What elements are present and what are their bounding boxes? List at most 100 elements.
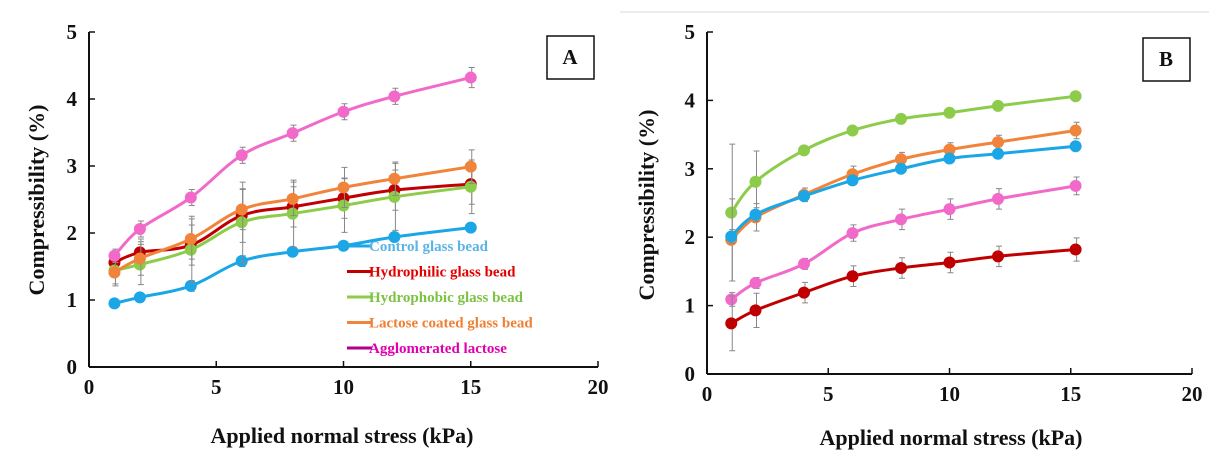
data-point <box>1069 179 1082 192</box>
data-point <box>895 153 907 166</box>
data-point <box>388 190 401 203</box>
series-control-b <box>725 140 1082 244</box>
data-point <box>992 99 1004 112</box>
data-point <box>235 216 248 229</box>
series-hydrophobic-b <box>725 90 1082 282</box>
series-line <box>113 76 472 257</box>
data-point <box>108 297 121 310</box>
legend-item: Control glass bead <box>347 239 489 255</box>
data-point <box>184 233 197 246</box>
data-point <box>388 90 401 103</box>
x-tick-label: 5 <box>823 382 834 406</box>
y-tick-label: 2 <box>67 221 78 245</box>
data-point <box>286 127 299 140</box>
data-point <box>992 192 1004 205</box>
data-point <box>286 245 299 258</box>
data-point <box>133 222 146 235</box>
legend-item: Hydrophilic glass bead <box>347 265 516 281</box>
data-point <box>725 206 738 219</box>
data-point <box>286 192 299 205</box>
data-point <box>895 261 907 274</box>
data-point <box>133 291 146 304</box>
data-point <box>464 221 477 234</box>
chart-panel-b: 0 1 2 3 4 5 0 5 10 15 20 Applied normal stress (kP… <box>634 20 1203 450</box>
data-point <box>184 279 197 292</box>
legend-label: Control glass bead <box>369 239 489 255</box>
data-point <box>895 112 907 125</box>
series-line <box>730 248 1076 325</box>
y-tick-label: 0 <box>685 362 696 386</box>
x-tick-label: 20 <box>588 375 609 399</box>
data-point <box>798 286 810 299</box>
x-tick-label: 15 <box>460 375 481 399</box>
y-tick-label: 3 <box>67 154 78 178</box>
series-agglomerated-a <box>108 67 477 263</box>
data-point <box>235 149 248 162</box>
data-point <box>286 207 299 220</box>
x-tick-label: 20 <box>1182 382 1203 406</box>
legend-a: Control glass bead Hydrophilic glass bead… <box>347 239 533 357</box>
panel-label-a: A <box>562 45 578 69</box>
data-point <box>798 144 810 157</box>
y-tick-label: 5 <box>67 20 78 44</box>
data-point <box>464 160 477 173</box>
data-point <box>943 152 956 165</box>
x-tick-label: 10 <box>939 382 960 406</box>
x-tick-label: 10 <box>333 375 354 399</box>
data-point <box>943 256 956 269</box>
data-point <box>184 191 197 204</box>
data-point <box>895 162 907 175</box>
data-point <box>846 270 859 283</box>
y-tick-label: 2 <box>685 225 696 249</box>
y-tick-label: 0 <box>67 355 78 379</box>
legend-item: Agglomerated lactose <box>347 341 507 357</box>
series-lactose_coated-b <box>725 121 1082 282</box>
data-point <box>388 172 401 185</box>
data-point <box>1069 90 1082 103</box>
chart-panel-a: 0 1 2 3 4 5 0 5 10 15 20 Applied normal stress (kP… <box>24 20 609 448</box>
data-point <box>895 213 907 226</box>
y-tick-label: 1 <box>67 288 78 312</box>
data-point <box>725 317 738 330</box>
x-tick-label: 5 <box>211 375 222 399</box>
data-point <box>725 293 738 306</box>
data-point <box>943 143 956 156</box>
axes-b: 0 1 2 3 4 5 0 5 10 15 20 <box>685 20 1203 406</box>
data-point <box>388 231 401 244</box>
data-point <box>992 136 1004 149</box>
data-point <box>337 105 350 118</box>
series-lactose_coated-a <box>108 149 477 287</box>
data-point <box>943 106 956 119</box>
y-tick-label: 3 <box>685 157 696 181</box>
data-point <box>798 257 810 270</box>
y-tick-label: 4 <box>685 88 696 112</box>
data-point <box>1069 124 1082 137</box>
series-control-a <box>108 221 477 310</box>
data-point <box>798 190 810 203</box>
data-point <box>337 239 350 252</box>
data-point <box>725 230 738 243</box>
data-point <box>846 227 859 240</box>
data-point <box>1069 243 1082 256</box>
data-point <box>235 203 248 216</box>
panel-label-box-a <box>546 35 595 80</box>
legend-label: Hydrophilic glass bead <box>369 265 516 281</box>
data-point <box>133 252 146 265</box>
data-point <box>108 266 121 279</box>
data-point <box>992 147 1004 160</box>
data-point <box>749 277 762 290</box>
data-point <box>846 174 859 187</box>
data-point <box>337 199 350 212</box>
data-point <box>992 250 1004 263</box>
series-hydrophilic-b <box>725 237 1082 352</box>
legend-item: Lactose coated glass bead <box>347 316 533 332</box>
data-point <box>1069 140 1082 153</box>
y-tick-label: 5 <box>685 20 696 44</box>
series-layer-a <box>108 67 477 310</box>
y-axis-label-b: Compressibility (%) <box>634 110 659 301</box>
legend-item: Hydrophobic glass bead <box>347 290 524 306</box>
series-layer-b <box>725 90 1082 352</box>
data-point <box>464 180 477 193</box>
legend-label: Lactose coated glass bead <box>369 316 533 332</box>
data-point <box>749 208 762 221</box>
